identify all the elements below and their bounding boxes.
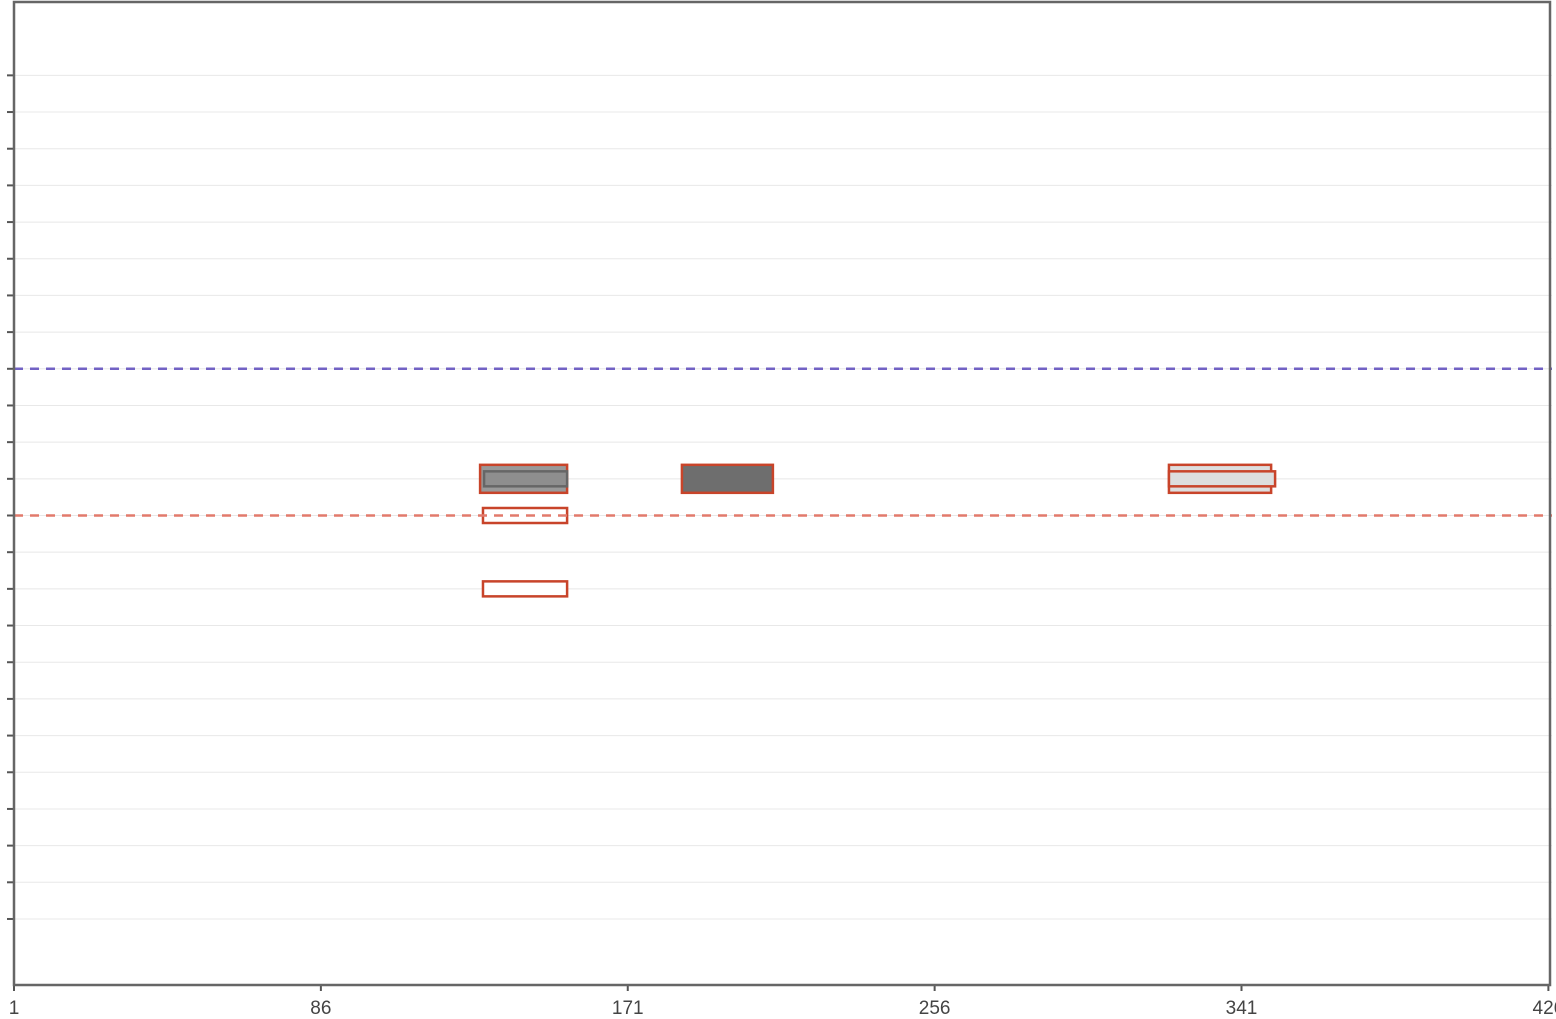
x-tick-label: 341 [1226,998,1258,1019]
feature [680,463,775,495]
x-tick-label: 171 [612,998,644,1019]
plot-frame [12,0,1552,987]
x-tick-label: 86 [310,998,331,1019]
x-tick-label: 256 [919,998,951,1019]
x-tick-label: 1 [9,998,20,1019]
x-tick-label: 426 [1533,998,1556,1019]
feature [482,470,569,488]
feature [481,580,569,598]
feature [1167,470,1277,488]
